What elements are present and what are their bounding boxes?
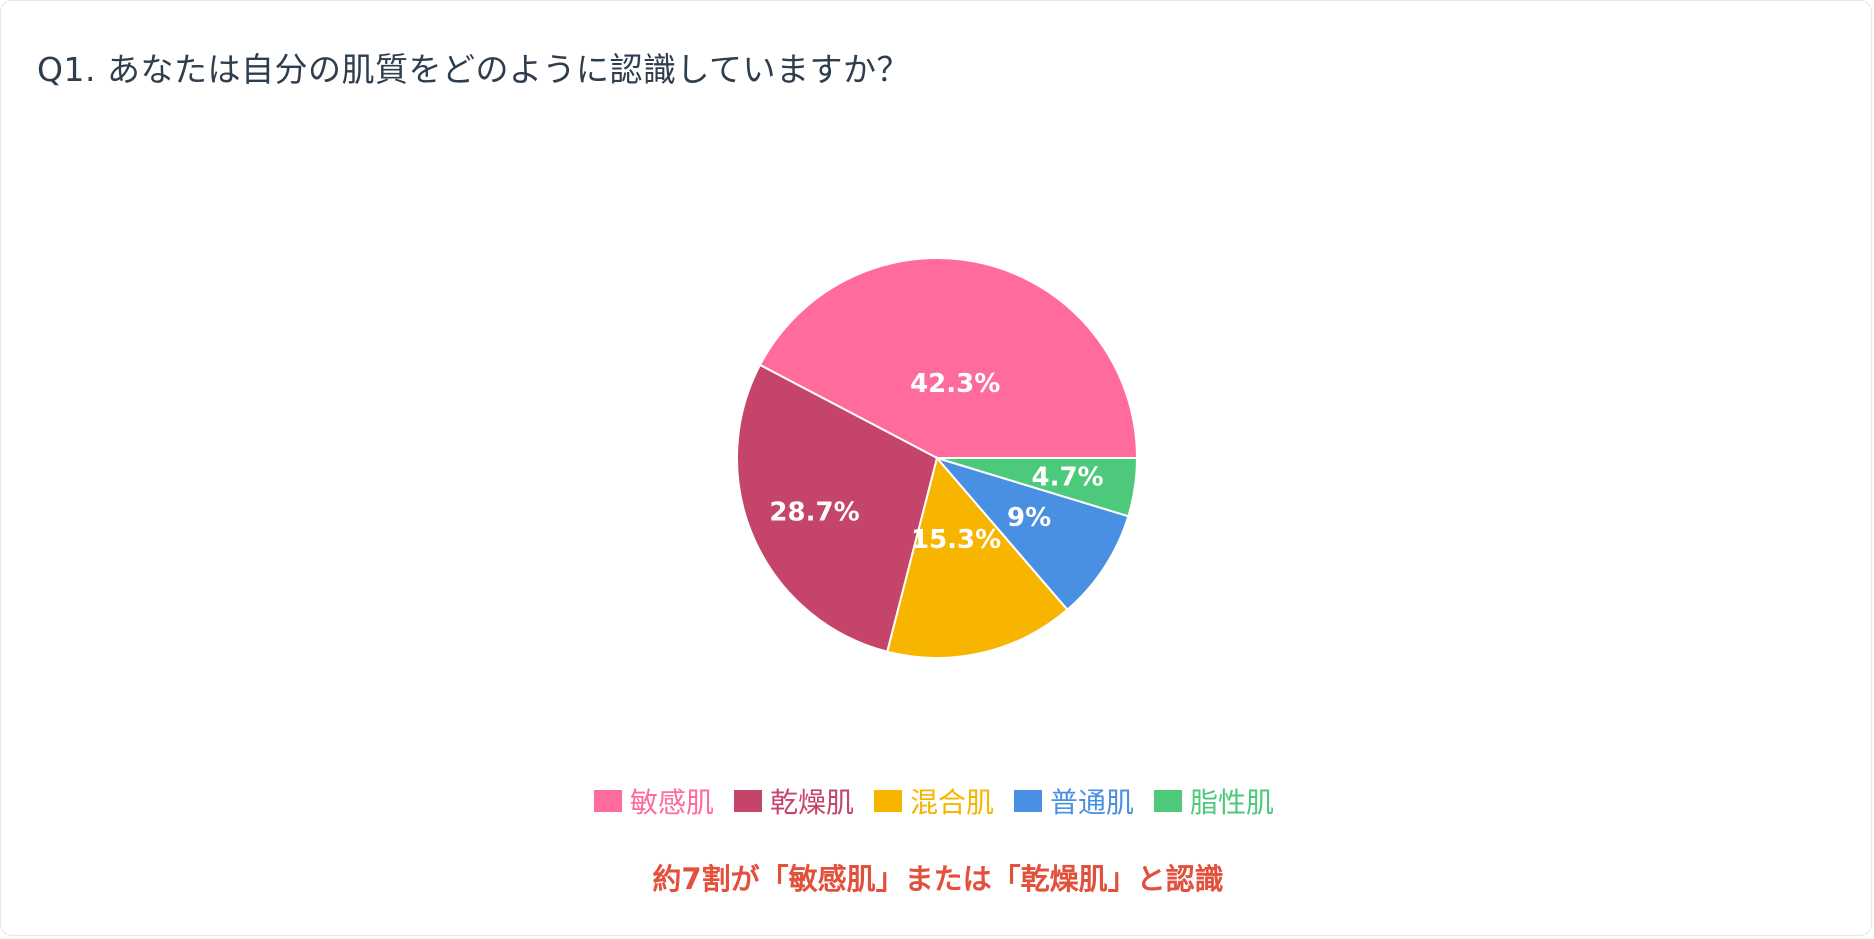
pie-label-normal: 9%: [1007, 503, 1051, 533]
legend-item-combination[interactable]: 混合肌: [873, 781, 994, 821]
pie-label-sensitive: 42.3%: [910, 369, 1000, 399]
legend-label: 混合肌: [909, 786, 994, 819]
pie-slice-sensitive[interactable]: [758, 257, 1139, 459]
pie-slice-combination[interactable]: [886, 455, 1069, 659]
legend-swatch: [593, 790, 622, 812]
pie-label-combination: 15.3%: [911, 525, 1001, 555]
legend-swatch: [1014, 790, 1042, 812]
legend-label: 普通肌: [1050, 786, 1135, 819]
legend-swatch: [1154, 790, 1183, 812]
legend: 敏感肌 乾燥肌 混合肌 普通肌 脂性肌: [1, 781, 1874, 821]
legend-swatch: [873, 790, 902, 812]
legend-item-oily[interactable]: 脂性肌: [1154, 781, 1274, 821]
question-title: Q1. あなたは自分の肌質をどのように認識していますか？: [37, 50, 910, 89]
pie-slices: [736, 257, 1139, 659]
chart-caption: 約7割が「敏感肌」または「乾燥肌」と認識: [652, 862, 1224, 896]
legend-item-sensitive[interactable]: 敏感肌: [593, 781, 714, 821]
pie-slice-oily[interactable]: [936, 457, 1139, 518]
legend-swatch: [733, 790, 762, 812]
pie-labels: 42.3% 28.7% 15.3%9% 4.7%: [769, 369, 1103, 555]
pie-label-oily: 4.7%: [1032, 462, 1104, 492]
pie-label-dry: 28.7%: [769, 497, 859, 527]
pie-slice-normal[interactable]: [933, 456, 1130, 612]
legend-label: 敏感肌: [629, 786, 714, 819]
pie-slice-dry[interactable]: [736, 363, 939, 653]
legend-label: 脂性肌: [1190, 786, 1275, 819]
legend-label: 乾燥肌: [769, 786, 854, 819]
legend-item-dry[interactable]: 乾燥肌: [733, 781, 854, 821]
legend-item-normal[interactable]: 普通肌: [1014, 781, 1134, 821]
